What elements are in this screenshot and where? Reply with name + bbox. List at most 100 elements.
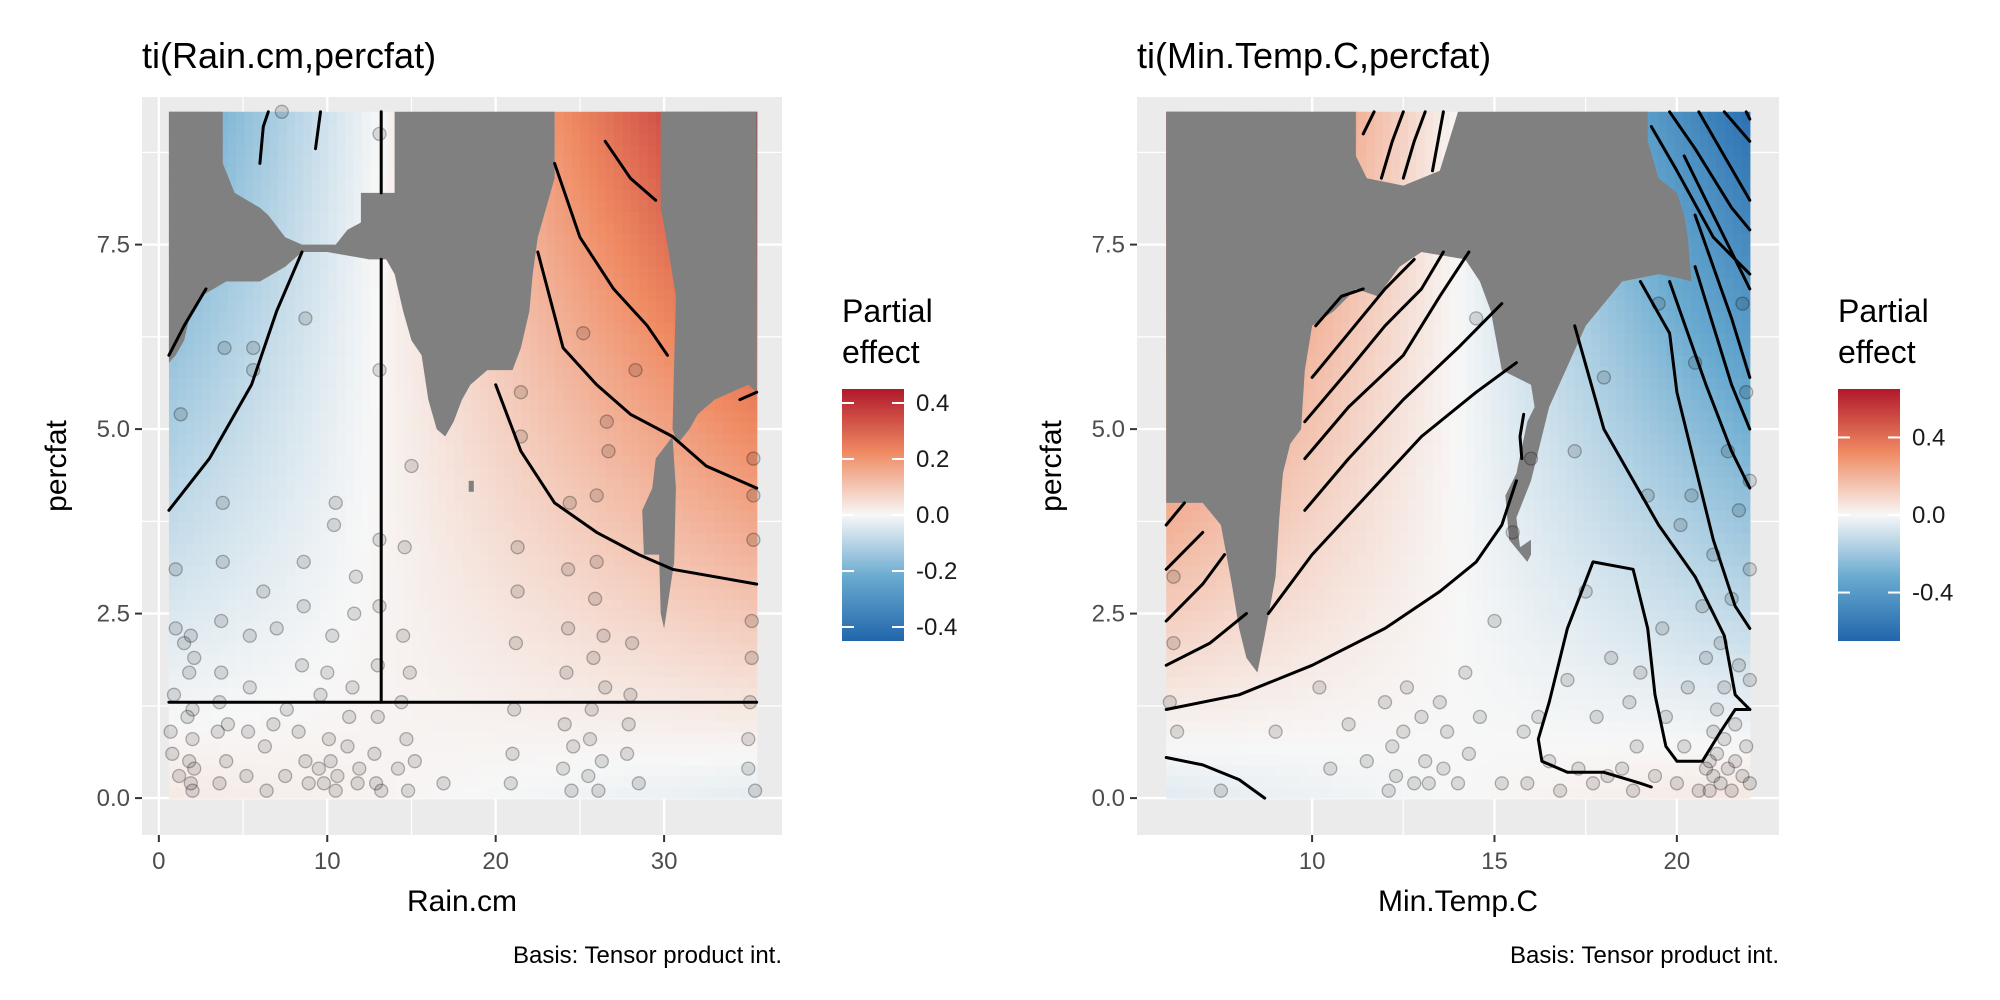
data-point	[168, 562, 183, 577]
surface-cell	[681, 499, 691, 511]
surface-cell	[706, 709, 716, 722]
surface-cell	[504, 764, 514, 777]
surface-cell	[580, 333, 590, 345]
surface-cell	[345, 366, 355, 379]
surface-cell	[622, 111, 632, 124]
surface-cell	[521, 676, 531, 688]
surface-cell	[706, 775, 716, 788]
surface-cell	[378, 388, 388, 401]
surface-cell	[168, 609, 178, 622]
surface-cell	[555, 720, 565, 733]
surface-cell	[479, 576, 489, 589]
surface-cell	[328, 764, 338, 777]
surface-cell	[177, 554, 187, 567]
surface-cell	[278, 355, 288, 367]
surface-cell	[227, 454, 237, 467]
surface-cell	[731, 787, 741, 799]
surface-cell	[706, 477, 716, 489]
surface-cell	[530, 421, 540, 434]
surface-cell	[546, 432, 556, 445]
surface-cell	[336, 620, 346, 633]
surface-cell	[336, 576, 346, 589]
surface-cell	[530, 311, 540, 323]
surface-cell	[1174, 576, 1184, 589]
surface-cell	[269, 787, 279, 799]
surface-cell	[311, 167, 321, 179]
surface-cell	[404, 355, 414, 367]
surface-cell	[446, 753, 456, 766]
surface-cell	[437, 731, 447, 744]
surface-cell	[723, 676, 733, 688]
surface-cell	[597, 122, 607, 135]
surface-cell	[236, 488, 246, 500]
surface-cell	[681, 454, 691, 467]
surface-cell	[538, 366, 548, 379]
surface-cell	[1174, 632, 1184, 644]
surface-cell	[446, 643, 456, 655]
surface-cell	[723, 698, 733, 711]
surface-cell	[328, 322, 338, 334]
surface-cell	[194, 355, 204, 367]
surface-cell	[202, 643, 212, 655]
surface-cell	[731, 609, 741, 622]
surface-cell	[697, 488, 707, 500]
surface-cell	[664, 654, 674, 666]
surface-cell	[572, 399, 581, 412]
surface-cell	[370, 720, 380, 733]
surface-cell	[572, 144, 581, 157]
surface-cell	[748, 432, 758, 445]
surface-cell	[597, 676, 607, 688]
data-point	[330, 768, 345, 784]
data-point	[301, 776, 316, 791]
surface-cell	[320, 144, 330, 157]
surface-cell	[647, 654, 657, 666]
surface-cell	[555, 432, 565, 445]
surface-cell	[362, 543, 372, 556]
surface-cell	[630, 432, 640, 445]
surface-cell	[572, 620, 581, 633]
surface-cell	[261, 587, 271, 600]
surface-cell	[697, 521, 707, 534]
surface-cell	[748, 654, 758, 666]
surface-cell	[294, 565, 304, 578]
surface-cell	[429, 421, 439, 434]
surface-cell	[202, 676, 212, 688]
surface-cell	[630, 687, 640, 700]
surface-cell	[252, 133, 262, 146]
surface-cell	[286, 565, 296, 578]
surface-cell	[639, 687, 649, 700]
surface-cell	[286, 665, 296, 677]
surface-cell	[294, 753, 304, 766]
surface-cell	[1174, 775, 1184, 788]
surface-cell	[655, 643, 665, 655]
surface-cell	[320, 654, 330, 666]
surface-cell	[219, 643, 229, 655]
surface-cell	[471, 609, 481, 622]
surface-cell	[412, 399, 422, 412]
surface-cell	[345, 565, 355, 578]
surface-cell	[563, 377, 573, 390]
surface-cell	[177, 344, 187, 356]
surface-cell	[336, 731, 346, 744]
surface-cell	[588, 443, 598, 456]
surface-cell	[1166, 632, 1176, 644]
surface-cell	[689, 510, 699, 522]
surface-cell	[546, 200, 556, 212]
surface-cell	[395, 499, 405, 511]
surface-cell	[748, 410, 758, 423]
surface-cell	[412, 488, 422, 500]
surface-cell	[563, 787, 573, 799]
surface-cell	[202, 554, 212, 567]
surface-cell	[286, 676, 296, 688]
surface-cell	[689, 432, 699, 445]
surface-cell	[286, 322, 296, 334]
surface-cell	[546, 244, 556, 257]
surface-cell	[597, 698, 607, 711]
surface-cell	[580, 189, 590, 201]
surface-cell	[588, 333, 598, 345]
surface-cell	[252, 111, 262, 124]
surface-cell	[605, 156, 615, 168]
surface-cell	[185, 377, 195, 390]
surface-cell	[521, 665, 531, 677]
surface-cell	[219, 598, 229, 611]
